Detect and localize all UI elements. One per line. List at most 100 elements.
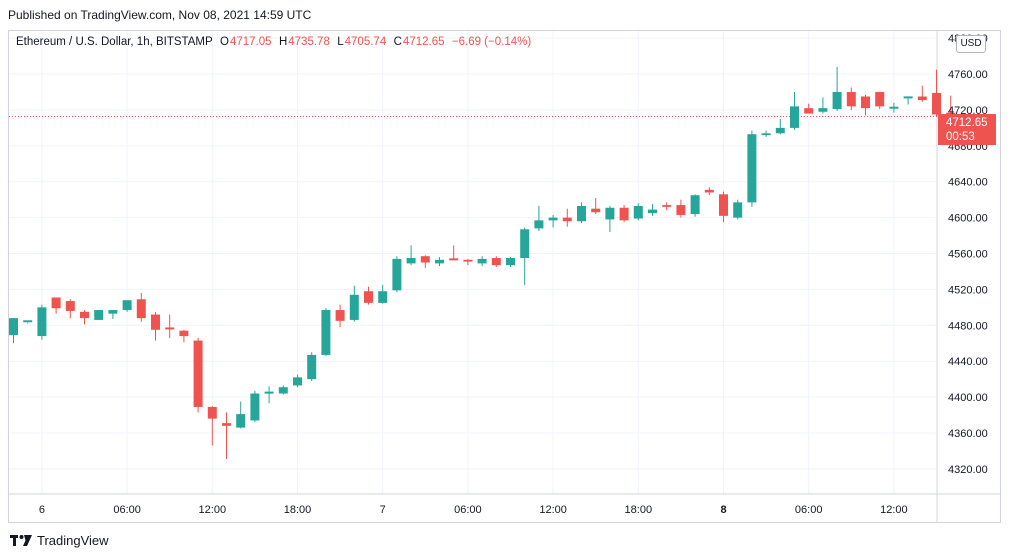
legend-high-value: 4735.78 [288, 36, 330, 48]
candle[interactable] [108, 310, 118, 320]
candle[interactable] [690, 194, 700, 217]
tradingview-logo[interactable]: TradingView [10, 533, 109, 548]
candle-body [846, 92, 856, 107]
candle[interactable] [477, 256, 487, 267]
candle-body [51, 297, 61, 309]
candle[interactable] [662, 202, 672, 211]
candle[interactable] [676, 199, 686, 218]
candle-body [9, 318, 18, 336]
candle[interactable] [151, 311, 160, 341]
candle[interactable] [733, 199, 743, 220]
candle[interactable] [193, 337, 203, 413]
candle[interactable] [378, 284, 388, 304]
candle[interactable] [278, 385, 288, 395]
candle[interactable] [875, 92, 885, 110]
candle[interactable] [207, 406, 217, 446]
candle[interactable] [534, 205, 544, 232]
candle-body [108, 310, 118, 314]
time-tick-label: 18:00 [284, 504, 312, 516]
candle[interactable] [903, 96, 913, 105]
candle-body [23, 320, 33, 323]
candle[interactable] [832, 66, 842, 111]
candle[interactable] [136, 293, 146, 322]
legend-low-label: L [337, 36, 344, 48]
candle-body [534, 220, 544, 229]
candle[interactable] [37, 304, 47, 340]
candle[interactable] [605, 205, 615, 232]
candle[interactable] [222, 412, 231, 460]
price-axis: 4320.00 4360.00 4400.00 4440.00 4480.00 4520.… [948, 33, 988, 476]
candle[interactable] [648, 204, 657, 216]
candle[interactable] [293, 374, 302, 388]
candle[interactable] [80, 310, 89, 325]
candle[interactable] [577, 202, 586, 224]
candle[interactable] [491, 256, 501, 267]
candle[interactable] [250, 390, 260, 423]
candle[interactable] [562, 208, 572, 227]
candle[interactable] [619, 205, 629, 223]
candle[interactable] [548, 214, 558, 228]
candle-body [435, 259, 444, 264]
candle[interactable] [449, 245, 459, 261]
candle-body [477, 258, 487, 264]
candle-body [321, 310, 331, 355]
candle[interactable] [335, 304, 345, 328]
candle-body [775, 127, 785, 134]
candle-body [378, 291, 388, 303]
time-tick-label: 7 [380, 504, 386, 516]
price-tick-label: 4720.00 [948, 105, 988, 117]
candle[interactable] [932, 69, 941, 118]
candle[interactable] [747, 130, 757, 207]
tradingview-brand: TradingView [37, 533, 109, 548]
candle[interactable] [51, 297, 61, 314]
candle[interactable] [236, 401, 246, 429]
candle[interactable] [591, 197, 601, 215]
time-tick-label: 8 [720, 504, 726, 516]
candle[interactable] [321, 308, 331, 356]
legend-low-value: 4705.74 [344, 36, 387, 48]
candle[interactable] [349, 285, 359, 322]
candle[interactable] [463, 258, 473, 266]
candle[interactable] [435, 257, 444, 267]
candle[interactable] [861, 94, 870, 116]
candle[interactable] [420, 255, 430, 268]
candle[interactable] [23, 320, 33, 324]
candle-body [80, 311, 89, 319]
candle[interactable] [264, 386, 274, 404]
candle[interactable] [520, 227, 530, 285]
candle[interactable] [889, 102, 899, 113]
candle-body [506, 258, 515, 266]
candle-body [548, 217, 558, 221]
candle-body [463, 259, 473, 262]
candle[interactable] [65, 299, 75, 319]
candle-body [193, 340, 203, 407]
candle[interactable] [917, 85, 927, 102]
candle-body [449, 258, 459, 261]
candle[interactable] [179, 329, 189, 343]
candle[interactable] [761, 130, 771, 137]
candle[interactable] [775, 118, 785, 135]
candle[interactable] [122, 300, 132, 312]
candle[interactable] [165, 314, 175, 338]
candle[interactable] [307, 352, 317, 381]
candle[interactable] [818, 97, 828, 114]
candle[interactable] [633, 203, 643, 221]
candle[interactable] [846, 87, 856, 110]
candle[interactable] [704, 187, 714, 196]
price-tick-label: 4640.00 [948, 177, 988, 189]
candle[interactable] [506, 257, 515, 267]
candle[interactable] [9, 318, 18, 344]
candle[interactable] [94, 310, 104, 320]
currency-button[interactable]: USD [956, 35, 986, 53]
candle[interactable] [406, 245, 416, 266]
candle[interactable] [804, 103, 814, 114]
candle[interactable] [364, 286, 373, 305]
candle[interactable] [392, 256, 402, 293]
price-tick-label: 4520.00 [948, 284, 988, 296]
candle-body [605, 207, 615, 220]
candle-body [264, 391, 274, 394]
candle-body [832, 92, 842, 110]
candle[interactable] [719, 191, 728, 223]
candle[interactable] [790, 92, 799, 130]
